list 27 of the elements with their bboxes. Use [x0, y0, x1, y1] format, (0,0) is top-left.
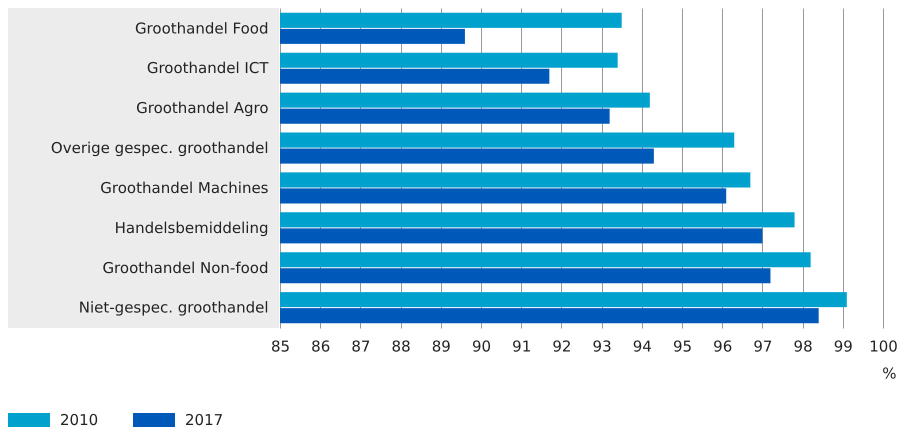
y-tick-label: Overige gespec. groothandel	[50, 139, 268, 158]
x-tick-label: 85	[270, 338, 290, 356]
x-tick-label: 95	[672, 338, 692, 356]
x-axis-title: %	[882, 364, 896, 382]
x-tick-label: 98	[794, 338, 813, 356]
y-tick-label: Handelsbemiddeling	[114, 218, 268, 237]
x-tick-label: 93	[592, 338, 612, 356]
x-tick-label: 99	[834, 338, 853, 356]
legend-label: 2017	[185, 411, 224, 427]
legend-label: 2010	[60, 411, 98, 427]
y-tick-label: Groothandel ICT	[146, 59, 270, 78]
y-tick-label: Groothandel Non-food	[102, 258, 268, 277]
x-tick-label: 94	[632, 338, 652, 356]
x-tick-label: 97	[753, 338, 772, 356]
x-tick-label: 87	[351, 338, 370, 356]
y-tick-label: Groothandel Food	[134, 19, 268, 38]
y-tick-label: Groothandel Machines	[100, 178, 269, 197]
x-tick-label: 89	[432, 338, 451, 356]
y-tick-label: Niet-gespec. groothandel	[78, 298, 268, 317]
x-tick-label: 91	[512, 338, 532, 356]
x-tick-label: 88	[392, 338, 411, 356]
x-tick-label: 100	[869, 338, 898, 356]
x-tick-label: 86	[311, 338, 330, 356]
y-tick-label: Groothandel Agro	[136, 99, 268, 118]
x-tick-label: 96	[713, 338, 732, 356]
x-tick-label: 90	[472, 338, 492, 356]
x-tick-label: 92	[552, 338, 572, 356]
